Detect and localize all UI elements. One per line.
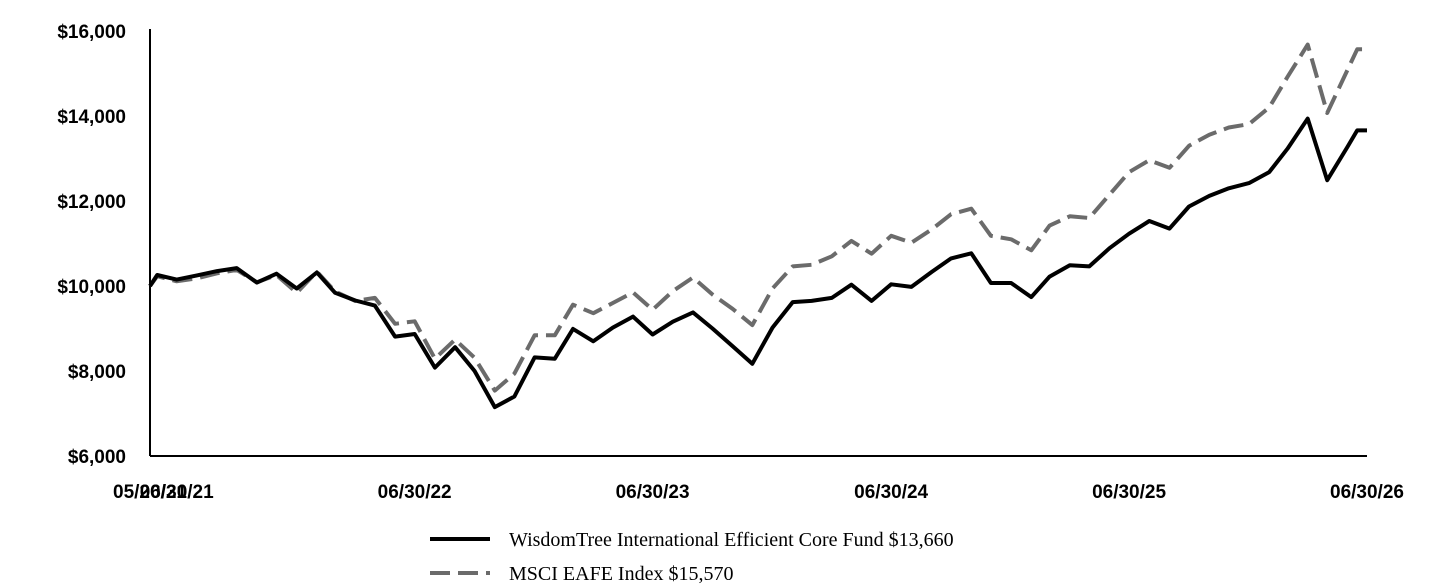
x-tick-label: 06/30/22 (378, 482, 452, 503)
y-tick-label: $6,000 (68, 447, 126, 468)
y-tick-label: $14,000 (57, 107, 126, 128)
x-tick-label: 06/30/24 (854, 482, 928, 503)
y-tick-label: $12,000 (57, 192, 126, 213)
x-tick-label: 06/30/25 (1092, 482, 1166, 503)
series-line-index (148, 42, 1367, 393)
y-tick-label: $16,000 (57, 22, 126, 43)
x-tick-label: 06/30/23 (616, 482, 690, 503)
series-line-fund (148, 116, 1367, 410)
legend-label-fund: WisdomTree International Efficient Core … (509, 529, 954, 551)
y-tick-label: $10,000 (57, 277, 126, 298)
series-layer (148, 42, 1367, 410)
legend: WisdomTree International Efficient Core … (430, 529, 954, 585)
x-tick-label: 06/30/21 (140, 482, 214, 503)
y-axis: $6,000 $8,000 $10,000 $12,000 $14,000 $16,000 (57, 22, 151, 468)
x-tick-label: 06/30/26 (1330, 482, 1404, 503)
y-tick-label: $8,000 (68, 362, 126, 383)
x-tick-label: 05/20/21 (113, 482, 187, 503)
legend-label-index: MSCI EAFE Index $15,570 (509, 563, 733, 585)
